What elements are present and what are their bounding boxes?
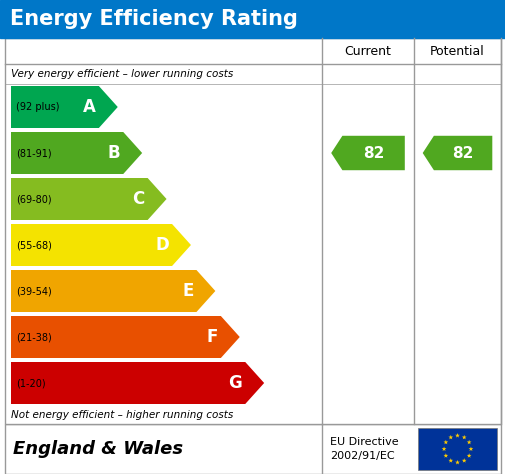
Text: Not energy efficient – higher running costs: Not energy efficient – higher running co… — [11, 410, 233, 420]
Polygon shape — [454, 460, 459, 465]
Text: Potential: Potential — [429, 45, 484, 57]
Polygon shape — [447, 435, 452, 439]
Bar — [417, 428, 496, 470]
Text: D: D — [155, 236, 169, 254]
Text: E: E — [182, 282, 193, 300]
Polygon shape — [11, 362, 264, 404]
Text: (21-38): (21-38) — [16, 332, 52, 342]
Polygon shape — [442, 453, 447, 458]
Text: 82: 82 — [362, 146, 383, 161]
Text: England & Wales: England & Wales — [13, 440, 183, 458]
Text: (55-68): (55-68) — [16, 240, 52, 250]
Text: EU Directive: EU Directive — [329, 437, 398, 447]
Polygon shape — [422, 136, 491, 170]
Polygon shape — [11, 270, 215, 312]
Polygon shape — [441, 447, 445, 451]
Text: (39-54): (39-54) — [16, 286, 52, 296]
Bar — [0, 0, 505, 38]
Text: Energy Efficiency Rating: Energy Efficiency Rating — [10, 9, 297, 29]
Polygon shape — [442, 440, 447, 444]
Text: (92 plus): (92 plus) — [16, 102, 60, 112]
Polygon shape — [468, 447, 472, 451]
Polygon shape — [11, 316, 239, 358]
Polygon shape — [11, 178, 166, 220]
Text: B: B — [108, 144, 120, 162]
Polygon shape — [461, 458, 466, 463]
Text: (1-20): (1-20) — [16, 378, 45, 388]
Text: C: C — [132, 190, 144, 208]
Polygon shape — [447, 458, 452, 463]
Polygon shape — [11, 86, 118, 128]
Text: 2002/91/EC: 2002/91/EC — [329, 451, 394, 461]
Polygon shape — [454, 433, 459, 438]
Polygon shape — [331, 136, 404, 170]
Text: (69-80): (69-80) — [16, 194, 52, 204]
Text: Very energy efficient – lower running costs: Very energy efficient – lower running co… — [11, 69, 233, 79]
Polygon shape — [11, 132, 142, 174]
Polygon shape — [466, 453, 471, 458]
Text: F: F — [206, 328, 218, 346]
Text: 82: 82 — [451, 146, 473, 161]
Text: A: A — [83, 98, 95, 116]
Text: G: G — [228, 374, 242, 392]
Polygon shape — [11, 224, 190, 266]
Polygon shape — [466, 440, 471, 444]
Bar — [5, 424, 500, 474]
Text: Current: Current — [344, 45, 391, 57]
Bar — [5, 38, 500, 424]
Polygon shape — [461, 435, 466, 439]
Text: (81-91): (81-91) — [16, 148, 52, 158]
